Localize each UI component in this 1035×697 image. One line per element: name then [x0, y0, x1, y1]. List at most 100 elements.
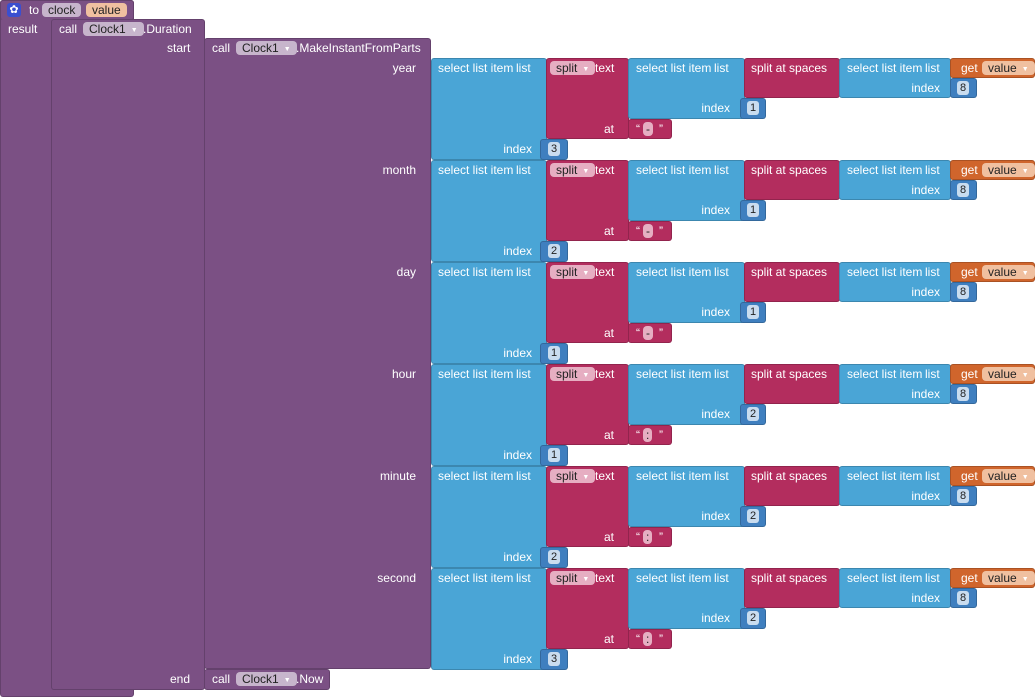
index-label: index: [503, 142, 532, 156]
select-list-item-block[interactable]: [839, 568, 951, 608]
param-label-month: month: [382, 163, 416, 177]
list-label: list: [714, 61, 729, 75]
select-list-item-block[interactable]: [628, 262, 745, 323]
number-value[interactable]: 1: [747, 203, 760, 217]
variable-dropdown[interactable]: value ▼: [982, 163, 1035, 177]
list-label: list: [516, 469, 531, 483]
index-label: index: [911, 489, 940, 503]
split-dropdown[interactable]: split ▼: [550, 469, 596, 483]
get-label: get: [961, 367, 978, 381]
gear-icon[interactable]: ✿: [7, 3, 21, 17]
variable-dropdown[interactable]: value ▼: [982, 469, 1035, 483]
index-label: index: [701, 101, 730, 115]
at-label: at: [603, 428, 614, 442]
number-value[interactable]: 8: [957, 81, 970, 95]
split-at-spaces-block[interactable]: [744, 364, 840, 404]
number-value[interactable]: 2: [548, 550, 561, 564]
variable-dropdown[interactable]: value ▼: [982, 61, 1035, 75]
separator-field[interactable]: -: [643, 122, 653, 136]
get-label: get: [961, 469, 978, 483]
select-list-item-block[interactable]: [839, 160, 951, 200]
select-list-item-block[interactable]: [628, 58, 745, 119]
split-at-spaces-block[interactable]: [744, 568, 840, 608]
separator-field[interactable]: :: [643, 428, 653, 442]
split-dropdown[interactable]: split ▼: [550, 265, 596, 279]
number-value[interactable]: 8: [957, 489, 970, 503]
split-at-spaces-block[interactable]: [744, 160, 840, 200]
variable-name: value: [988, 61, 1017, 75]
select-list-item-block[interactable]: [431, 262, 547, 364]
list-label: list: [714, 163, 729, 177]
chevron-down-icon: ▼: [1021, 372, 1029, 379]
select-list-item-label: select list item: [847, 469, 923, 483]
variable-name: value: [988, 469, 1017, 483]
param-value[interactable]: value: [86, 3, 127, 17]
select-list-item-block[interactable]: [628, 364, 745, 425]
select-list-item-block[interactable]: [431, 58, 547, 160]
number-value[interactable]: 2: [548, 244, 561, 258]
split-at-spaces-label: split at spaces: [751, 367, 828, 381]
number-value[interactable]: 2: [747, 509, 760, 523]
number-value[interactable]: 2: [747, 611, 760, 625]
number-value[interactable]: 3: [548, 652, 561, 666]
split-dropdown[interactable]: split ▼: [550, 163, 596, 177]
select-list-item-block[interactable]: [839, 466, 951, 506]
component-name: Clock1: [242, 41, 279, 55]
split-dropdown[interactable]: split ▼: [550, 571, 596, 585]
index-label: index: [503, 244, 532, 258]
number-value[interactable]: 2: [747, 407, 760, 421]
number-value[interactable]: 1: [548, 448, 561, 462]
param-label-hour: hour: [391, 367, 416, 381]
number-value[interactable]: 8: [957, 183, 970, 197]
split-at-spaces-block[interactable]: [744, 262, 840, 302]
list-label: list: [516, 571, 531, 585]
list-label: list: [714, 367, 729, 381]
index-label: index: [503, 346, 532, 360]
number-value[interactable]: 8: [957, 387, 970, 401]
variable-dropdown[interactable]: value ▼: [982, 571, 1035, 585]
select-list-item-block[interactable]: [839, 364, 951, 404]
number-value[interactable]: 8: [957, 591, 970, 605]
call-label: call: [59, 22, 78, 36]
select-list-item-block[interactable]: [839, 262, 951, 302]
select-list-item-block[interactable]: [628, 160, 745, 221]
number-value[interactable]: 1: [747, 305, 760, 319]
separator-field[interactable]: :: [643, 530, 653, 544]
param-label-minute: minute: [379, 469, 416, 483]
number-value[interactable]: 1: [548, 346, 561, 360]
split-option: split: [556, 571, 578, 585]
select-list-item-label: select list item: [636, 367, 712, 381]
separator-field[interactable]: -: [643, 224, 653, 238]
variable-dropdown[interactable]: value ▼: [982, 265, 1035, 279]
close-quote: ”: [659, 122, 663, 136]
component-dropdown[interactable]: Clock1 ▼: [236, 672, 297, 686]
call-label: call: [212, 41, 231, 55]
split-at-spaces-block[interactable]: [744, 58, 840, 98]
list-label: list: [925, 571, 940, 585]
chevron-down-icon: ▼: [1021, 168, 1029, 175]
separator-field[interactable]: :: [643, 632, 653, 646]
procedure-name-field[interactable]: clock: [42, 3, 82, 17]
make-instant-block[interactable]: [204, 38, 431, 669]
split-dropdown[interactable]: split ▼: [550, 61, 596, 75]
select-list-item-block[interactable]: [628, 568, 745, 629]
variable-dropdown[interactable]: value ▼: [982, 367, 1035, 381]
number-value[interactable]: 8: [957, 285, 970, 299]
component-dropdown[interactable]: Clock1 ▼: [83, 22, 144, 36]
select-list-item-block[interactable]: [431, 364, 547, 466]
split-dropdown[interactable]: split ▼: [550, 367, 596, 381]
select-list-item-block[interactable]: [431, 160, 547, 262]
get-label: get: [961, 571, 978, 585]
select-list-item-block[interactable]: [431, 568, 547, 670]
component-dropdown[interactable]: Clock1 ▼: [236, 41, 297, 55]
list-label: list: [925, 265, 940, 279]
number-value[interactable]: 3: [548, 142, 561, 156]
select-list-item-block[interactable]: [628, 466, 745, 527]
duration-block[interactable]: [51, 19, 205, 690]
select-list-item-block[interactable]: [839, 58, 951, 98]
separator-field[interactable]: -: [643, 326, 653, 340]
open-quote: “: [636, 224, 640, 238]
list-label: list: [516, 265, 531, 279]
result-label: result: [8, 22, 38, 36]
number-value[interactable]: 1: [747, 101, 760, 115]
